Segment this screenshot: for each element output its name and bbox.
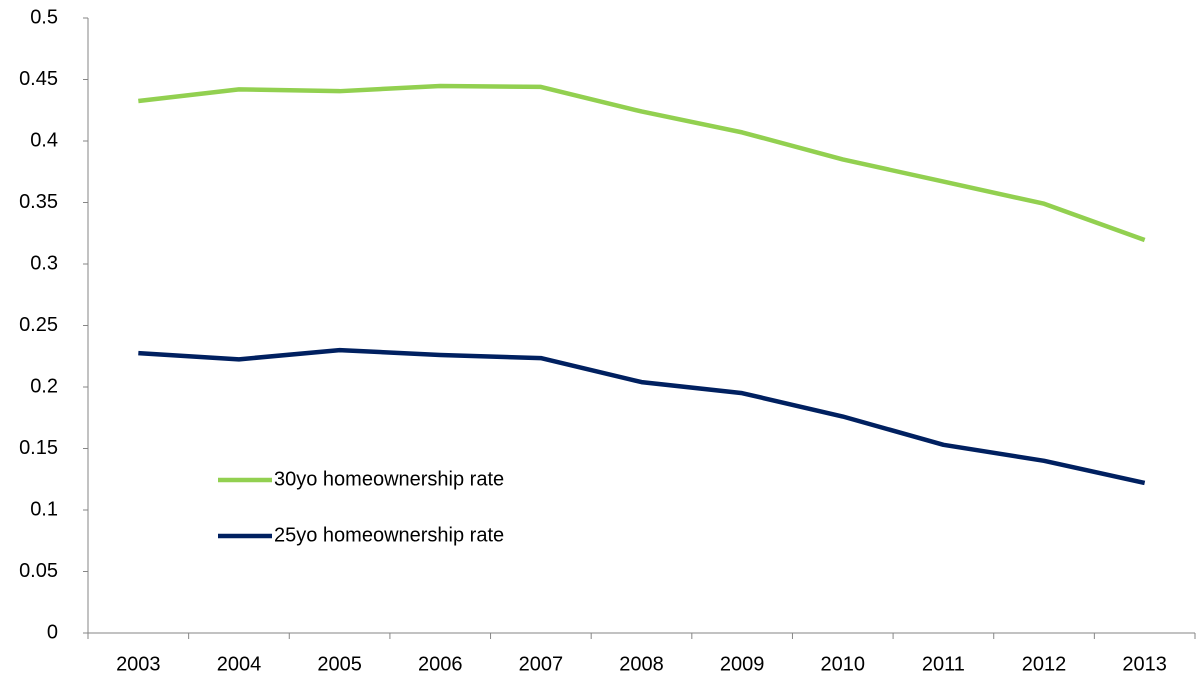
- y-tick-label: 0.2: [30, 375, 58, 397]
- y-tick-label: 0.05: [19, 560, 58, 582]
- y-tick-label: 0.15: [19, 437, 58, 459]
- x-tick-label: 2007: [519, 653, 564, 675]
- y-tick-label: 0.3: [30, 252, 58, 274]
- y-tick-label: 0: [47, 621, 58, 643]
- x-tick-label: 2010: [821, 653, 866, 675]
- y-tick-label: 0.5: [30, 6, 58, 28]
- legend-label: 30yo homeownership rate: [274, 468, 504, 490]
- x-tick-label: 2012: [1022, 653, 1067, 675]
- y-tick-label: 0.1: [30, 498, 58, 520]
- y-tick-label: 0.35: [19, 191, 58, 213]
- line-series: [138, 347, 1146, 486]
- y-tick-label: 0.45: [19, 68, 58, 90]
- x-tick-label: 2004: [217, 653, 262, 675]
- x-tick-label: 2006: [418, 653, 463, 675]
- x-tick-label: 2008: [619, 653, 664, 675]
- y-tick-label: 0.4: [30, 129, 58, 151]
- y-tick-label: 0.25: [19, 314, 58, 336]
- x-tick-label: 2011: [922, 653, 965, 675]
- x-tick-label: 2009: [720, 653, 765, 675]
- line-series: [138, 83, 1146, 243]
- x-tick-label: 2013: [1122, 653, 1167, 675]
- x-tick-label: 2003: [116, 653, 161, 675]
- legend-label: 25yo homeownership rate: [274, 524, 504, 546]
- x-tick-label: 2005: [317, 653, 362, 675]
